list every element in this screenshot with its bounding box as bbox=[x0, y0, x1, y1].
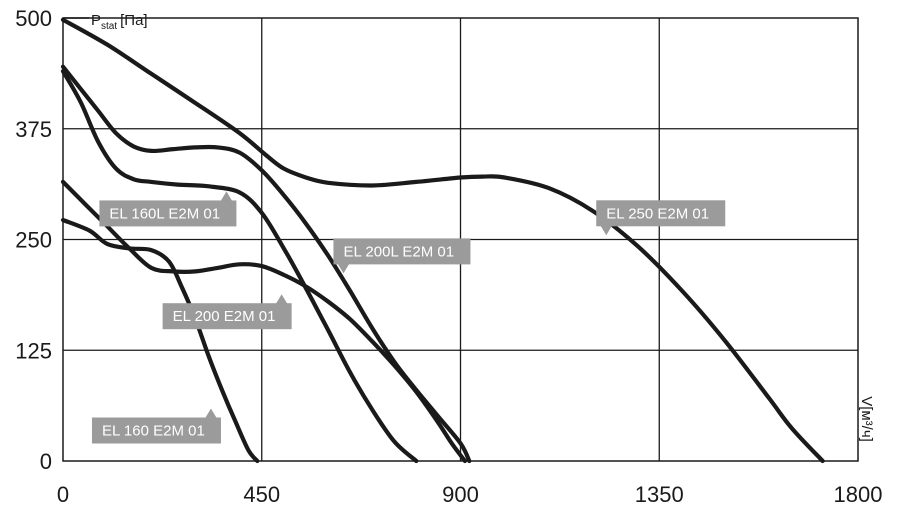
series-labels: EL 160L E2M 01 EL 200L E2M 01 EL 250 E2M 0… bbox=[91, 191, 726, 444]
y-axis-label-unit: [Па] bbox=[120, 12, 147, 29]
y-axis-label-main: P bbox=[91, 12, 101, 29]
label-pointer bbox=[600, 225, 613, 236]
label-box bbox=[162, 303, 292, 330]
x-tick-label: 900 bbox=[442, 482, 479, 507]
y-axis-label: Pstat [Па] bbox=[91, 12, 148, 32]
label-pointer bbox=[337, 263, 350, 274]
label-box bbox=[333, 238, 471, 265]
curve-el-200l-e2m-01 bbox=[60, 64, 472, 464]
x-tick-label: 1350 bbox=[635, 482, 684, 507]
curve-el-160-e2m-01 bbox=[60, 217, 260, 464]
label-text: EL 160L E2M 01 bbox=[109, 205, 220, 222]
label-box bbox=[596, 200, 726, 227]
curve-el-250-e2m-01 bbox=[60, 17, 825, 464]
label-text: EL 200 E2M 01 bbox=[173, 308, 276, 325]
y-tick-label: 500 bbox=[15, 6, 52, 31]
x-axis-label: V[м³/ч] bbox=[858, 396, 875, 442]
label-pointer bbox=[204, 408, 217, 419]
label-text: EL 160 E2M 01 bbox=[102, 422, 205, 439]
label-el-160-e2m-01: EL 160 E2M 01 bbox=[91, 408, 221, 444]
curve-el-160l-e2m-01 bbox=[60, 69, 419, 464]
label-box bbox=[99, 200, 237, 227]
y-axis-label-sub: stat bbox=[101, 21, 117, 32]
label-el-160l-e2m-01: EL 160L E2M 01 bbox=[99, 191, 237, 227]
performance-curves bbox=[60, 17, 825, 464]
label-el-200-e2m-01: EL 200 E2M 01 bbox=[162, 294, 292, 330]
plot-frame bbox=[62, 17, 859, 462]
label-el-200l-e2m-01: EL 200L E2M 01 bbox=[333, 238, 471, 274]
label-pointer bbox=[220, 191, 233, 202]
label-text: EL 200L E2M 01 bbox=[343, 243, 454, 260]
x-tick-label: 0 bbox=[57, 482, 69, 507]
y-tick-label: 0 bbox=[40, 449, 52, 474]
label-text: EL 250 E2M 01 bbox=[606, 205, 709, 222]
y-tick-label: 125 bbox=[15, 338, 52, 363]
axis-ticks: 0 450 900 1350 1800 0 125 250 375 500 bbox=[15, 6, 882, 507]
x-tick-label: 450 bbox=[243, 482, 280, 507]
x-tick-label: 1800 bbox=[834, 482, 883, 507]
label-el-250-e2m-01: EL 250 E2M 01 bbox=[596, 200, 726, 236]
label-box bbox=[91, 417, 221, 444]
y-tick-label: 375 bbox=[15, 117, 52, 142]
label-pointer bbox=[275, 294, 288, 305]
y-tick-label: 250 bbox=[15, 228, 52, 253]
